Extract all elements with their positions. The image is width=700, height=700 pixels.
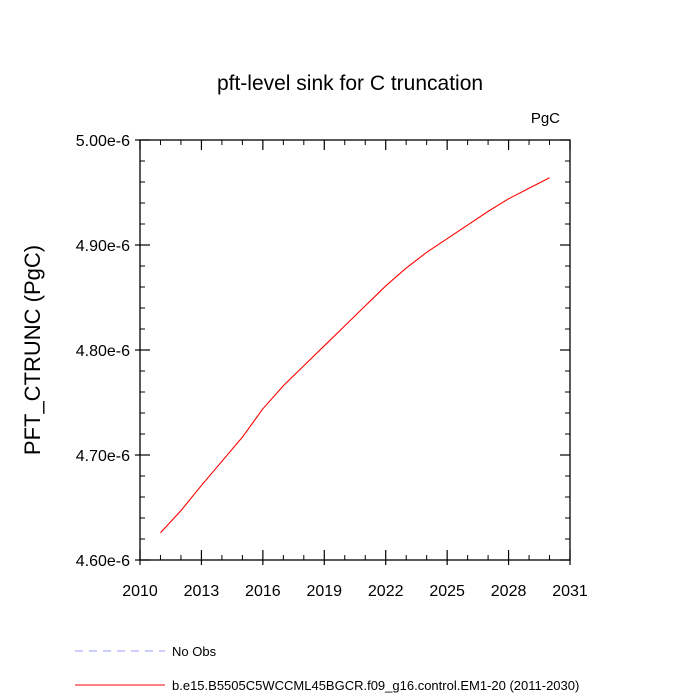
x-tick-label: 2028 — [491, 583, 527, 600]
y-tick-label: 4.60e-6 — [76, 553, 130, 570]
x-tick-label: 2025 — [429, 583, 465, 600]
y-tick-label: 4.90e-6 — [76, 238, 130, 255]
plot-frame — [139, 139, 571, 561]
y-tick-label: 4.80e-6 — [76, 343, 130, 360]
units-label: PgC — [531, 110, 560, 127]
y-axis-ticks — [135, 139, 570, 561]
legend: No Obs b.e15.B5505C5WCCML45BGCR.f09_g16.c… — [75, 644, 579, 693]
series-line — [160, 177, 550, 534]
x-tick-label: 2022 — [368, 583, 404, 600]
x-axis-ticks — [139, 140, 571, 565]
x-tick-label: 2016 — [245, 583, 281, 600]
x-axis-tick-labels: 2010 2013 2016 2019 2022 2025 2028 2031 — [122, 583, 588, 600]
legend-label: b.e15.B5505C5WCCML45BGCR.f09_g16.control… — [172, 678, 579, 693]
y-tick-label: 4.70e-6 — [76, 448, 130, 465]
legend-label: No Obs — [172, 644, 217, 659]
x-tick-label: 2013 — [184, 583, 220, 600]
x-tick-label: 2031 — [552, 583, 588, 600]
y-axis-label: PFT_CTRUNC (PgC) — [20, 245, 45, 455]
y-axis-tick-labels: 4.60e-6 4.70e-6 4.80e-6 4.90e-6 5.00e-6 — [76, 133, 130, 570]
y-tick-label: 5.00e-6 — [76, 133, 130, 150]
x-tick-label: 2010 — [122, 583, 158, 600]
x-tick-label: 2019 — [306, 583, 342, 600]
series-layer — [160, 177, 550, 534]
chart-title: pft-level sink for C truncation — [217, 72, 483, 95]
